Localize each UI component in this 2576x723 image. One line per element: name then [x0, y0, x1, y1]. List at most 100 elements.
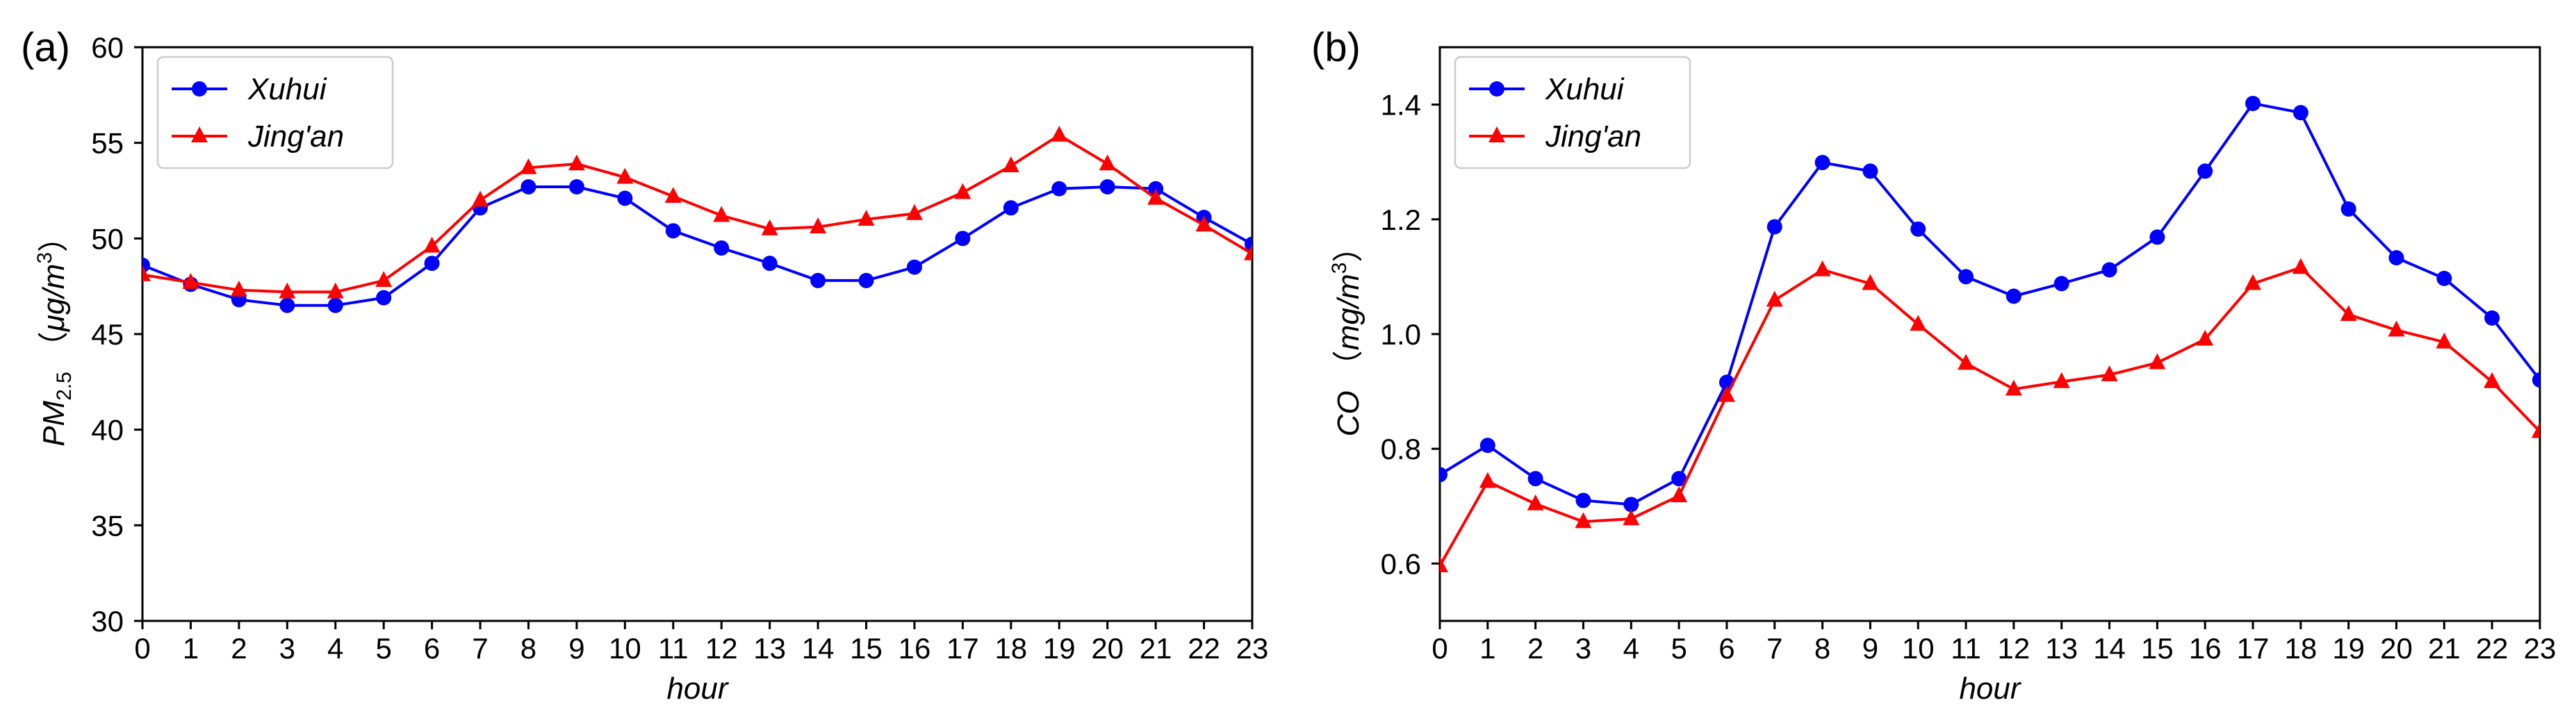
x-tick-label: 2	[1527, 632, 1543, 665]
legend: Xuhui Jing'an	[156, 56, 394, 169]
y-tick-label: 50	[91, 222, 124, 255]
data-point-jingan	[182, 273, 199, 289]
y-axis-title-unit: mg/m	[1331, 274, 1365, 350]
series-line-xuhui	[142, 185, 1252, 307]
y-tick-label: 40	[91, 414, 124, 447]
x-tick-label: 12	[1998, 632, 2031, 665]
data-point-jingan	[568, 154, 585, 171]
x-tick-label: 18	[2285, 632, 2317, 665]
x-tick-label: 11	[658, 632, 689, 665]
x-tick-label: 21	[2428, 632, 2461, 665]
x-tick-label: 16	[2189, 632, 2222, 665]
x-axis-title: hour	[666, 672, 729, 706]
legend-marker-jingan	[1488, 126, 1505, 142]
data-point-jingan	[2005, 379, 2022, 396]
data-point-jingan	[1244, 244, 1252, 260]
data-point-jingan	[1051, 126, 1068, 142]
y-tick-label: 1.4	[1381, 89, 1421, 122]
x-tick-label: 3	[279, 632, 295, 665]
x-tick-label: 0	[1431, 632, 1447, 665]
data-point-jingan	[664, 187, 682, 203]
data-point-jingan	[1766, 290, 1783, 307]
data-point-jingan	[2484, 372, 2501, 388]
y-axis-title: CO （mg/m3）	[1328, 232, 1365, 437]
x-tick-label: 0	[134, 632, 150, 665]
legend-label-xuhui: Xuhui	[247, 72, 327, 106]
data-point-xuhui	[520, 178, 536, 194]
x-tick-label: 17	[2237, 632, 2270, 665]
data-point-xuhui	[1051, 181, 1067, 197]
data-point-xuhui	[424, 256, 440, 272]
data-point-jingan	[761, 219, 778, 235]
x-tick-label: 20	[1091, 632, 1124, 665]
x-tick-label: 2	[231, 632, 247, 665]
data-point-xuhui	[1766, 219, 1782, 235]
x-tick-label: 23	[1236, 632, 1269, 665]
data-point-jingan	[2101, 365, 2118, 381]
data-point-jingan	[327, 282, 344, 299]
x-tick-label: 20	[2380, 632, 2413, 665]
x-tick-label: 8	[520, 632, 536, 665]
data-point-jingan	[1099, 154, 1116, 171]
data-point-jingan	[1195, 215, 1213, 232]
y-axis-title-main: CO	[1331, 390, 1365, 436]
x-tick-label: 7	[472, 632, 488, 665]
data-point-xuhui	[617, 190, 633, 206]
data-point-xuhui	[2149, 229, 2165, 245]
y-axis-title-unit-superscript: 3	[33, 252, 56, 264]
data-point-xuhui	[2101, 262, 2117, 278]
y-tick-label: 45	[91, 318, 124, 351]
x-tick-label: 22	[2476, 632, 2509, 665]
legend-label-xuhui: Xuhui	[1545, 72, 1625, 106]
data-point-xuhui	[2436, 270, 2452, 286]
x-tick-label: 19	[1043, 632, 1076, 665]
data-point-xuhui	[1575, 492, 1591, 508]
data-point-jingan	[2053, 372, 2070, 388]
legend-marker-jingan	[191, 126, 208, 142]
series-line-xuhui	[1440, 101, 2540, 506]
data-point-xuhui	[2532, 372, 2540, 388]
data-point-jingan	[858, 210, 875, 226]
data-point-jingan	[1814, 260, 1831, 276]
data-point-xuhui	[1003, 200, 1019, 216]
data-point-jingan	[2149, 353, 2166, 369]
data-point-xuhui	[568, 178, 584, 194]
x-tick-label: 1	[1479, 632, 1495, 665]
x-tick-label: 9	[1862, 632, 1878, 665]
y-axis-title-unit-superscript: 3	[1328, 263, 1351, 274]
data-point-jingan	[1671, 486, 1688, 503]
data-point-jingan	[1958, 354, 1975, 370]
data-point-xuhui	[2388, 250, 2404, 266]
data-point-jingan	[142, 265, 151, 281]
data-point-xuhui	[1099, 178, 1115, 194]
y-tick-label: 0.6	[1381, 547, 1421, 580]
x-tick-label: 21	[1140, 632, 1172, 665]
x-tick-label: 12	[705, 632, 738, 665]
data-point-jingan	[1862, 274, 1879, 290]
data-point-xuhui	[2197, 163, 2213, 179]
data-point-xuhui	[810, 272, 826, 288]
x-tick-label: 13	[2045, 632, 2078, 665]
data-point-jingan	[1479, 472, 1496, 488]
data-point-xuhui	[1527, 471, 1543, 487]
data-point-xuhui	[1479, 438, 1495, 454]
x-tick-label: 5	[375, 632, 391, 665]
x-tick-label: 18	[994, 632, 1027, 665]
series-line-jingan	[142, 133, 1252, 294]
legend-marker-xuhui	[192, 81, 207, 97]
data-point-xuhui	[1623, 497, 1639, 513]
x-tick-label: 16	[899, 632, 931, 665]
data-point-jingan	[2436, 332, 2453, 349]
data-point-jingan	[713, 206, 730, 222]
data-point-xuhui	[906, 259, 922, 275]
data-point-xuhui	[1814, 155, 1830, 171]
data-point-xuhui	[2053, 276, 2069, 292]
x-tick-label: 23	[2524, 632, 2557, 665]
data-point-xuhui	[2340, 201, 2356, 217]
data-point-xuhui	[2005, 288, 2021, 304]
data-point-xuhui	[1958, 269, 1974, 285]
y-tick-label: 55	[91, 127, 124, 160]
data-point-xuhui	[2245, 95, 2261, 111]
data-point-xuhui	[714, 240, 730, 256]
y-tick-label: 0.8	[1381, 433, 1421, 465]
